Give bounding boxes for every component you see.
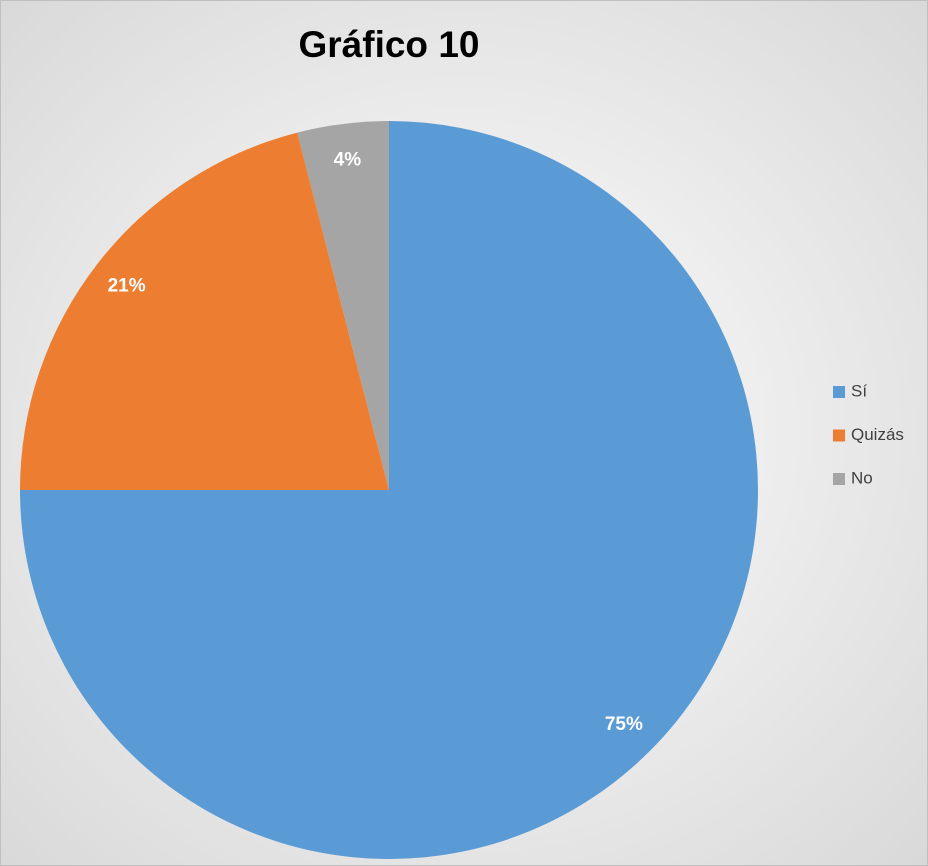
data-label: 4%	[334, 150, 362, 171]
chart-title: Gráfico 10	[299, 24, 480, 65]
legend-label: Sí	[851, 381, 867, 400]
legend-label: Quizás	[851, 425, 904, 444]
legend-swatch	[833, 429, 845, 442]
legend-swatch	[833, 386, 845, 398]
legend-swatch	[833, 473, 845, 485]
legend-label: No	[851, 468, 873, 487]
pie-slice	[20, 132, 389, 490]
pie-slice	[297, 121, 389, 490]
data-label: 21%	[108, 275, 146, 296]
data-label: 75%	[605, 714, 643, 735]
